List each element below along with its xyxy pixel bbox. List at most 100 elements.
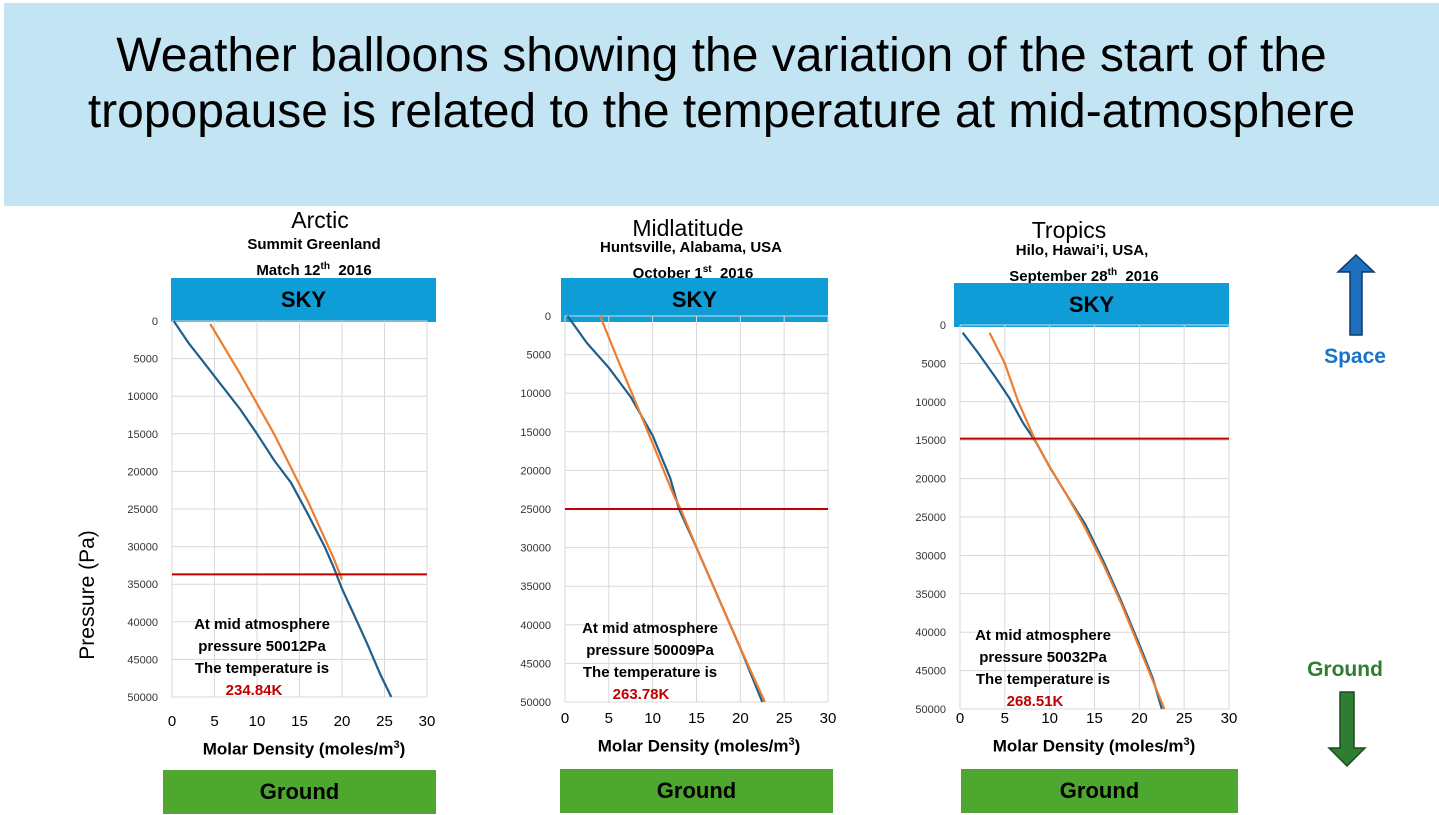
panel-2-note: At mid atmosphere pressure 50009Pa The t…: [560, 618, 740, 706]
panel-2-date-sup: st: [702, 264, 712, 275]
y-tick-label: 50000: [127, 692, 158, 704]
y-tick-label: 45000: [520, 658, 551, 670]
x-tick-label: 30: [419, 713, 436, 730]
panel-1-date: Match 12th 2016: [164, 257, 464, 280]
y-tick-label: 45000: [915, 666, 946, 678]
y-tick-label: 30000: [127, 542, 158, 554]
y-tick-label: 0: [940, 320, 946, 332]
y-tick-label: 0: [545, 311, 551, 323]
x-tick-label: 10: [1041, 710, 1058, 727]
panel-1-note-label: The temperature is: [194, 660, 330, 677]
y-tick-label: 45000: [127, 654, 158, 666]
x-tick-label: 15: [1086, 710, 1103, 727]
panel-3-date-sup: th: [1107, 267, 1118, 278]
y-tick-label: 10000: [520, 388, 551, 400]
panel-1-ground-bar: Ground: [163, 770, 436, 814]
y-tick-label: 20000: [915, 474, 946, 486]
x-tick-label: 30: [820, 710, 837, 727]
y-tick-label: 15000: [127, 429, 158, 441]
panel-3-temperature: 268.51K: [1006, 693, 1064, 710]
panel-1-xaxis-close: ): [399, 739, 406, 759]
x-tick-label: 5: [1001, 710, 1009, 727]
x-tick-label: 0: [956, 710, 964, 727]
y-tick-label: 35000: [915, 589, 946, 601]
y-tick-label: 15000: [915, 435, 946, 447]
y-tick-label: 30000: [915, 550, 946, 562]
title-banner: [4, 3, 1439, 206]
y-tick-label: 10000: [915, 397, 946, 409]
panel-2-region: Midlatitude: [632, 215, 744, 241]
down-arrow-icon: [1327, 691, 1367, 768]
y-tick-label: 5000: [134, 354, 158, 366]
x-tick-label: 25: [1176, 710, 1193, 727]
panel-3-ground-bar: Ground: [961, 769, 1238, 813]
x-tick-label: 0: [561, 710, 569, 727]
y-tick-label: 25000: [520, 504, 551, 516]
panel-1-temperature: 234.84K: [225, 682, 283, 699]
panel-1-location: Summit Greenland: [247, 236, 381, 253]
panel-2-xaxis-text: Molar Density (moles/m: [597, 736, 789, 756]
measured-density-line: [172, 320, 393, 698]
chart-arctic: 0 5000 10000 15000 20000 25000 30000 35000 40000…: [127, 316, 435, 730]
panel-2-xaxis-title: Molar Density (moles/m3): [549, 736, 849, 757]
panel-3-date-year: 2016: [1125, 268, 1159, 285]
panel-2-note-label: The temperature is: [582, 664, 718, 681]
x-tick-label: 20: [334, 713, 351, 730]
panel-1-note: At mid atmosphere pressure 50012Pa The t…: [172, 614, 352, 702]
y-tick-label: 20000: [520, 465, 551, 477]
x-tick-label: 25: [376, 713, 393, 730]
y-tick-label: 15000: [520, 427, 551, 439]
panel-2-date-year: 2016: [719, 265, 754, 282]
panel-1-sky-bar: SKY: [171, 278, 436, 322]
panel-1-xaxis-sup: 3: [393, 739, 400, 751]
x-tick-label: 30: [1221, 710, 1238, 727]
panel-3-sky-bar: SKY: [954, 283, 1229, 327]
chart-tropics: 0 5000 10000 15000 20000 25000 30000 35000 40000…: [915, 320, 1237, 727]
y-tick-label: 40000: [915, 627, 946, 639]
panel-3-xaxis-close: ): [1189, 736, 1196, 756]
panel-2-note-line1: At mid atmosphere: [582, 620, 718, 637]
panel-1-xaxis-text: Molar Density (moles/m: [202, 739, 394, 759]
x-tick-label: 10: [249, 713, 266, 730]
x-tick-label: 0: [168, 713, 176, 730]
x-tick-label: 10: [644, 710, 661, 727]
panel-1-note-line1: At mid atmosphere: [194, 616, 330, 633]
y-tick-label: 25000: [915, 512, 946, 524]
panel-1-date-year: 2016: [338, 262, 372, 279]
up-arrow-icon: [1336, 253, 1376, 336]
panel-2-xaxis-close: ): [794, 736, 801, 756]
page-title: Weather balloons showing the variation o…: [87, 29, 1356, 138]
x-tick-label: 25: [776, 710, 793, 727]
panel-2-location: Huntsville, Alabama, USA: [600, 239, 782, 256]
panel-3-xaxis-text: Molar Density (moles/m: [992, 736, 1184, 756]
y-tick-label: 40000: [520, 620, 551, 632]
y-tick-label: 35000: [127, 579, 158, 591]
panel-2-note-pressure: pressure 50009Pa: [586, 642, 714, 659]
y-tick-label: 5000: [527, 350, 551, 362]
panel-3-note-label: The temperature is: [975, 671, 1111, 688]
y-tick-label: 40000: [127, 617, 158, 629]
space-label: Space: [1324, 345, 1386, 368]
panel-3-note: At mid atmosphere pressure 50032Pa The t…: [953, 625, 1133, 713]
model-density-line: [209, 323, 344, 581]
y-tick-label: 0: [152, 316, 158, 328]
panel-1-date-sup: th: [320, 261, 330, 272]
ground-side-label: Ground: [1307, 658, 1383, 681]
x-tick-label: 20: [1131, 710, 1148, 727]
y-tick-label: 50000: [915, 704, 946, 716]
panel-2-date: October 1st 2016: [543, 260, 843, 283]
y-tick-label: 50000: [520, 697, 551, 709]
panel-2-ground-bar: Ground: [560, 769, 833, 813]
panel-3-date-main: September 28: [1009, 268, 1108, 285]
panel-1-note-pressure: pressure 50012Pa: [198, 638, 326, 655]
y-tick-label: 5000: [922, 358, 946, 370]
model-density-line: [988, 332, 1166, 710]
panel-3-xaxis-sup: 3: [1183, 736, 1190, 748]
x-tick-label: 15: [291, 713, 308, 730]
y-tick-label: 30000: [520, 543, 551, 555]
panel-3-region: Tropics: [1031, 217, 1107, 243]
x-tick-label: 5: [210, 713, 218, 730]
model-density-line: [599, 315, 766, 703]
x-tick-label: 20: [732, 710, 749, 727]
